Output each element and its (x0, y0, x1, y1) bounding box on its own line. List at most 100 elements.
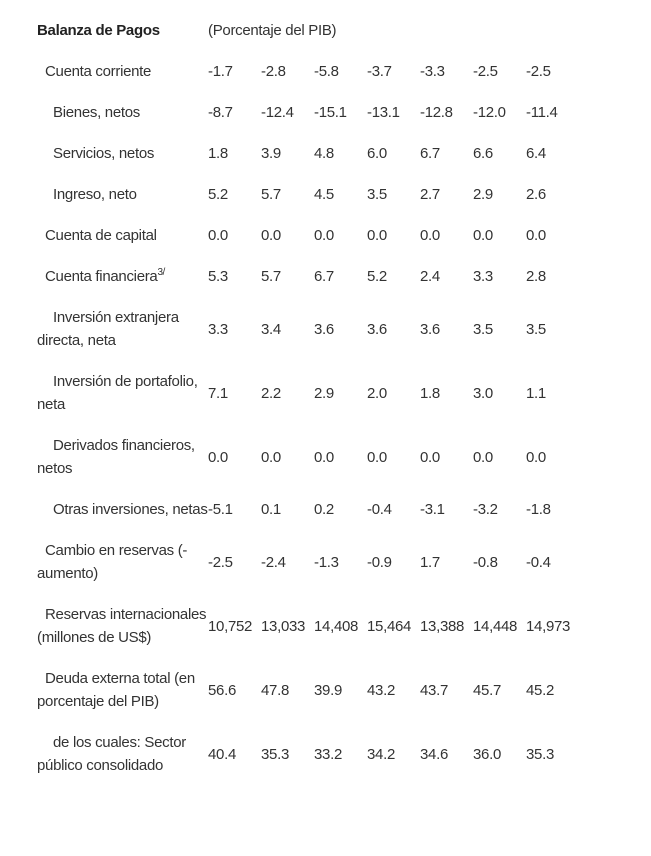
value-cell: 6.7 (314, 268, 334, 285)
value-cell: 3.5 (473, 320, 493, 338)
table-row: Inversión extranjera directa, neta 3.3 3.4… (37, 297, 579, 361)
value-cell: 1.7 (420, 553, 440, 571)
row-label: Bienes, netos (37, 92, 208, 133)
value-cell: 0.0 (208, 227, 228, 244)
table-row: Cambio en reservas (-aumento) -2.5 -2.4 -1.… (37, 530, 579, 594)
row-label: Cuenta corriente (37, 51, 208, 92)
row-label-text: Deuda externa total (en porcentaje del P… (37, 670, 195, 710)
balance-of-payments-table: Balanza de Pagos (Porcentaje del PIB) Cu… (37, 10, 579, 786)
value-cell: 1.8 (420, 384, 440, 402)
value-cell: 3.6 (420, 320, 440, 338)
value-cell: 2.6 (526, 186, 546, 203)
value-cell: 43.2 (367, 681, 395, 699)
value-cell: 0.0 (367, 448, 387, 466)
value-cell: 2.9 (473, 186, 493, 203)
value-cell: -1.3 (314, 553, 339, 571)
value-cell: 3.0 (473, 384, 493, 402)
value-cell: -2.4 (261, 553, 286, 571)
table-row: Cuenta corriente -1.7 -2.8 -5.8 -3.7 -3.3 -2.5… (37, 51, 579, 92)
table-row: Inversión de portafolio, neta 7.1 2.2 2.9 2.… (37, 361, 579, 425)
table-row: de los cuales: Sector público consolidad… (37, 722, 579, 786)
value-cell: 13,033 (261, 617, 306, 635)
value-cell: -8.7 (208, 104, 233, 121)
table-row: Derivados financieros, netos 0.0 0.0 0.0 0.0… (37, 425, 579, 489)
value-cell: 47.8 (261, 681, 289, 699)
value-cell: 6.0 (367, 145, 387, 162)
value-cell: 1.1 (526, 384, 546, 402)
value-cell: 0.0 (261, 227, 281, 244)
value-cell: 14,408 (314, 617, 359, 635)
value-cell: 2.9 (314, 384, 334, 402)
value-cell: 3.5 (526, 320, 546, 338)
value-cell: 6.6 (473, 145, 493, 162)
row-label: Cuenta financiera3/ (37, 256, 208, 297)
value-cell: -2.5 (526, 63, 551, 80)
value-cell: 3.3 (208, 320, 228, 338)
table-row: Servicios, netos 1.8 3.9 4.8 6.0 6.7 6.6 6.4 (37, 133, 579, 174)
table-row: Deuda externa total (en porcentaje del P… (37, 658, 579, 722)
value-cell: 5.7 (261, 268, 281, 285)
row-label: Inversión extranjera directa, neta (37, 297, 208, 361)
value-cell: 0.0 (314, 227, 334, 244)
value-cell: 7.1 (208, 384, 228, 402)
value-cell: -0.4 (526, 553, 551, 571)
value-cell: -2.8 (261, 63, 286, 80)
value-cell: 0.0 (473, 448, 493, 466)
value-cell: -1.7 (208, 63, 233, 80)
row-label-text: Cuenta corriente (45, 63, 152, 80)
value-cell: -12.0 (473, 104, 506, 121)
value-cell: -3.7 (367, 63, 392, 80)
row-label-text: Derivados financieros, netos (37, 437, 195, 477)
value-cell: 0.1 (261, 501, 281, 518)
value-cell: 0.0 (314, 448, 334, 466)
value-cell: 3.6 (314, 320, 334, 338)
value-cell: -11.4 (526, 104, 558, 121)
row-label-text: Inversión extranjera directa, neta (37, 309, 179, 349)
row-label: Ingreso, neto (37, 174, 208, 215)
value-cell: 5.3 (208, 268, 228, 285)
table-row: Bienes, netos -8.7 -12.4 -15.1 -13.1 -12.8 -12… (37, 92, 579, 133)
table-subtitle: (Porcentaje del PIB) (208, 22, 337, 39)
row-label: Cuenta de capital (37, 215, 208, 256)
value-cell: -3.3 (420, 63, 445, 80)
value-cell: 36.0 (473, 745, 501, 763)
value-cell: 14,973 (526, 617, 571, 635)
value-cell: 3.6 (367, 320, 387, 338)
row-label: Otras inversiones, netas (37, 489, 208, 530)
row-label-text: Ingreso, neto (53, 186, 137, 203)
row-label-text: de los cuales: Sector público consolidad… (37, 734, 186, 774)
value-cell: -2.5 (208, 553, 233, 571)
value-cell: 45.7 (473, 681, 501, 699)
table-row: Reservas internacionales (millones de US… (37, 594, 579, 658)
row-label: Servicios, netos (37, 133, 208, 174)
value-cell: -12.8 (420, 104, 453, 121)
value-cell: -5.8 (314, 63, 339, 80)
row-label: Derivados financieros, netos (37, 425, 208, 489)
value-cell: 0.2 (314, 501, 334, 518)
value-cell: 45.2 (526, 681, 554, 699)
row-label: Deuda externa total (en porcentaje del P… (37, 658, 208, 722)
value-cell: -12.4 (261, 104, 294, 121)
value-cell: 2.7 (420, 186, 440, 203)
value-cell: 34.6 (420, 745, 448, 763)
value-cell: 6.7 (420, 145, 440, 162)
value-cell: 5.2 (367, 268, 387, 285)
value-cell: 0.0 (420, 227, 440, 244)
value-cell: -13.1 (367, 104, 400, 121)
row-label-text: Cambio en reservas (-aumento) (37, 542, 188, 582)
value-cell: 56.6 (208, 681, 236, 699)
value-cell: 0.0 (473, 227, 493, 244)
value-cell: 33.2 (314, 745, 342, 763)
row-label-text: Cuenta de capital (45, 227, 157, 244)
value-cell: 0.0 (367, 227, 387, 244)
value-cell: 13,388 (420, 617, 465, 635)
value-cell: -15.1 (314, 104, 347, 121)
value-cell: 0.0 (261, 448, 281, 466)
row-label-text: Cuenta financiera (45, 268, 158, 285)
table-title: Balanza de Pagos (37, 22, 160, 39)
value-cell: 39.9 (314, 681, 342, 699)
value-cell: 2.0 (367, 384, 387, 402)
row-label: de los cuales: Sector público consolidad… (37, 722, 208, 786)
row-label: Cambio en reservas (-aumento) (37, 530, 208, 594)
table-row: Ingreso, neto 5.2 5.7 4.5 3.5 2.7 2.9 2.6 (37, 174, 579, 215)
